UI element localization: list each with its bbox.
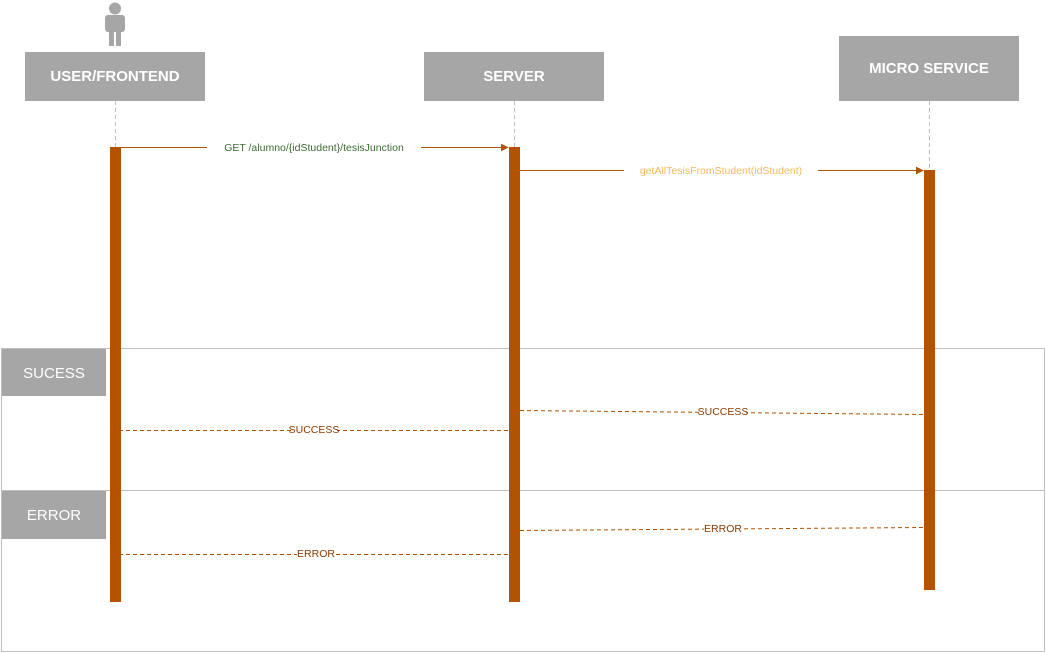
fragment-error-tab (2, 491, 106, 539)
fragment-success-tab (2, 349, 106, 396)
participant-user-box (25, 52, 205, 101)
return-micro-success-label: SUCCESS (698, 406, 749, 418)
fragment-frame (1, 348, 1045, 652)
activation-server (509, 147, 520, 602)
fragment-error: ERROR (2, 491, 106, 539)
participant-user-label: USER/FRONTEND (50, 68, 179, 85)
message-call-micro: getAllTesisFromStudent(idStudent) (520, 163, 924, 177)
fragment-success: SUCESS (2, 349, 106, 396)
activation-micro (924, 170, 935, 590)
message-call-micro-label: getAllTesisFromStudent(idStudent) (640, 165, 802, 177)
message-get-request-label-bg (207, 140, 421, 154)
return-server-success-label: SUCCESS (289, 424, 340, 436)
participant-user: USER/FRONTEND (25, 52, 205, 101)
return-server-error: ERROR (121, 547, 508, 560)
fragment-error-label: ERROR (27, 507, 81, 524)
participant-micro-label: MICRO SERVICE (869, 60, 989, 77)
return-server-success-label-bg (291, 423, 337, 436)
activation-user (110, 147, 121, 602)
message-get-request-label: GET /alumno/{idStudent}/tesisJunction (224, 142, 404, 154)
message-call-micro-label-bg (624, 163, 818, 177)
participant-server-label: SERVER (483, 68, 545, 85)
participant-micro: MICRO SERVICE (839, 36, 1019, 101)
participant-server: SERVER (424, 52, 604, 101)
actor-person-icon (105, 2, 125, 46)
return-micro-error: ERROR (520, 522, 924, 535)
return-server-error-label: ERROR (297, 548, 335, 560)
participant-server-box (424, 52, 604, 101)
return-server-success: SUCCESS (121, 423, 508, 436)
return-micro-error-label-bg (704, 522, 742, 535)
return-micro-success-label-bg (700, 405, 746, 418)
return-server-error-label-bg (297, 547, 335, 560)
fragment-success-label: SUCESS (23, 365, 85, 382)
participant-micro-box (839, 36, 1019, 101)
message-get-request: GET /alumno/{idStudent}/tesisJunction (121, 140, 509, 154)
return-micro-success: SUCCESS (520, 405, 924, 418)
return-micro-error-label: ERROR (704, 523, 742, 535)
